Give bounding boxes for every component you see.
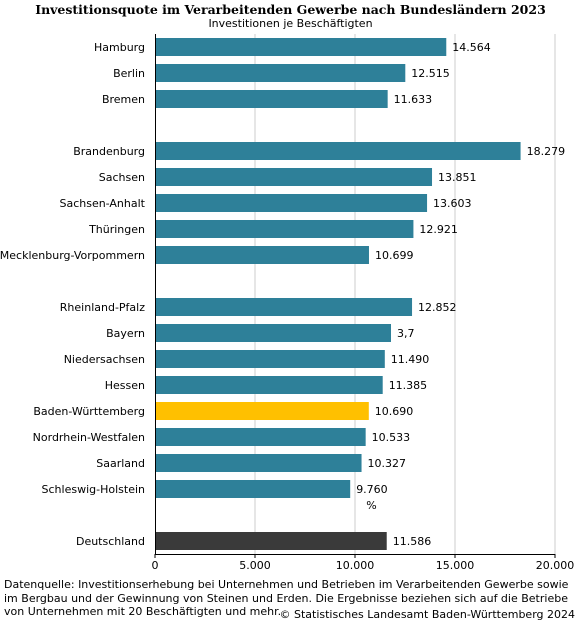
category-label: Brandenburg — [73, 145, 145, 158]
data-label: 10.327 — [368, 457, 407, 470]
bar-saarland — [156, 454, 362, 472]
category-label: Deutschland — [76, 535, 145, 548]
data-label: 11.490 — [391, 353, 430, 366]
bar-chart: Hamburg 14.564 Berlin 12.515 Bremen 11.633 Bra… — [0, 34, 575, 572]
data-label: 10.690 — [375, 405, 414, 418]
category-label: Bayern — [106, 327, 145, 340]
bar-bremen — [156, 90, 388, 108]
category-label: Hessen — [105, 379, 145, 392]
category-label: Thüringen — [88, 223, 145, 236]
data-label: 13.603 — [433, 197, 472, 210]
category-label: Saarland — [96, 457, 145, 470]
bar-hamburg — [156, 38, 447, 56]
copyright-note: © Statistisches Landesamt Baden-Württemb… — [279, 608, 575, 621]
data-label: 10.533 — [372, 431, 411, 444]
bar-berlin — [156, 64, 406, 82]
data-label: 9.760 — [356, 483, 388, 496]
data-label: 10.699 — [375, 249, 414, 262]
category-label: Sachsen — [99, 171, 145, 184]
category-label: Hamburg — [94, 41, 145, 54]
category-label: Niedersachsen — [64, 353, 145, 366]
x-tick-label: 15.000 — [436, 559, 475, 572]
bar-schleswig-holstein — [156, 480, 351, 498]
bar-niedersachsen — [156, 350, 385, 368]
category-label: Sachsen-Anhalt — [59, 197, 145, 210]
x-tick-label: 20.000 — [536, 559, 575, 572]
chart-subtitle: Investitionen je Beschäftigten — [208, 17, 373, 30]
data-label: 11.633 — [394, 93, 433, 106]
bar-rheinland-pfalz — [156, 298, 413, 316]
bar-baden-württemberg — [156, 402, 369, 420]
category-label: Nordrhein-Westfalen — [33, 431, 145, 444]
annotation-label: % — [366, 499, 376, 512]
chart-title: Investitionsquote im Verarbeitenden Gewe… — [35, 2, 546, 17]
x-tick-label: 5.000 — [239, 559, 271, 572]
bar-sachsen-anhalt — [156, 194, 428, 212]
data-label: 3,7 — [397, 327, 415, 340]
category-label: Rheinland-Pfalz — [60, 301, 145, 314]
category-label: Mecklenburg-Vorpommern — [0, 249, 145, 262]
data-label: 13.851 — [438, 171, 477, 184]
data-label: 18.279 — [527, 145, 566, 158]
x-tick-label: 10.000 — [336, 559, 375, 572]
bar-bayern — [156, 324, 391, 342]
bar-thüringen — [156, 220, 414, 238]
category-label: Baden-Württemberg — [33, 405, 145, 418]
category-label: Berlin — [113, 67, 145, 80]
bar-sachsen — [156, 168, 433, 186]
bar-brandenburg — [156, 142, 521, 160]
x-tick-label: 0 — [152, 559, 159, 572]
bar-deutschland — [156, 532, 387, 550]
data-label: 12.921 — [419, 223, 458, 236]
category-label: Bremen — [102, 93, 145, 106]
data-label: 11.586 — [393, 535, 432, 548]
category-label: Schleswig-Holstein — [42, 483, 145, 496]
source-note: Datenquelle: Investitionserhebung bei Un… — [4, 578, 569, 618]
data-label: 11.385 — [389, 379, 428, 392]
data-label: 12.515 — [411, 67, 450, 80]
data-label: 12.852 — [418, 301, 457, 314]
data-label: 14.564 — [452, 41, 491, 54]
bar-mecklenburg-vorpommern — [156, 246, 369, 264]
bar-hessen — [156, 376, 383, 394]
bar-nordrhein-westfalen — [156, 428, 366, 446]
